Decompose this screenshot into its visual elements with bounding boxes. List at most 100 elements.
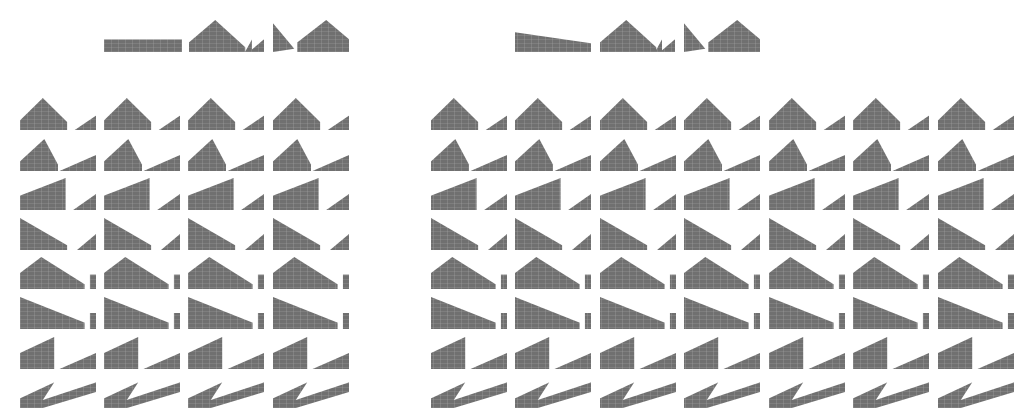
header-left-glyph-2-a — [189, 20, 246, 52]
right-glyph-r6-c3-b — [669, 313, 676, 329]
left-glyph-r7-c2-b — [143, 353, 180, 369]
left-glyph-r3-c4-b — [326, 194, 349, 210]
left-glyph-r4-c3-b — [245, 234, 264, 250]
header-right-glyph-4-a — [684, 23, 706, 52]
right-glyph-r3-c3-b — [653, 194, 676, 210]
header-right-glyph-2-a — [600, 20, 657, 52]
left-glyph-r6-c1-b — [89, 313, 96, 329]
right-glyph-r1-c6-b — [907, 115, 929, 130]
right-glyph-r6-c7-a — [938, 297, 1003, 329]
left-glyph-r4-c4-a — [273, 218, 321, 250]
left-glyph-r7-c3-a — [188, 337, 223, 369]
header-right-glyph-3 — [655, 39, 662, 52]
right-glyph-r4-c7-b — [995, 234, 1014, 250]
left-glyph-r1-c2-a — [104, 98, 152, 130]
right-glyph-r8-c1-a — [431, 382, 507, 408]
left-glyph-r7-c4-b — [312, 353, 349, 369]
right-glyph-r6-c3-a — [600, 297, 665, 329]
left-glyph-r1-c4-b — [327, 115, 349, 130]
left-glyph-r8-c3-a — [188, 382, 264, 408]
left-glyph-r1-c3-a — [188, 98, 236, 130]
right-glyph-r5-c2-a — [515, 257, 580, 289]
right-glyph-r1-c4-a — [684, 98, 732, 130]
right-glyph-r7-c4-b — [723, 353, 760, 369]
left-glyph-r4-c1-b — [77, 234, 96, 250]
header-left-glyphs — [104, 20, 349, 52]
right-glyph-r2-c5-b — [808, 155, 845, 171]
right-glyph-r2-c3-a — [600, 139, 638, 171]
right-glyph-r1-c7-b — [992, 115, 1014, 130]
left-glyph-grid — [20, 98, 349, 408]
right-glyph-r3-c2-a — [515, 178, 561, 210]
left-glyph-r6-c4-b — [342, 313, 349, 329]
right-glyph-r3-c7-b — [991, 194, 1014, 210]
right-glyph-r1-c6-a — [853, 98, 901, 130]
right-glyph-r5-c5-a — [769, 257, 834, 289]
header-left-glyph-2-b — [249, 39, 264, 52]
right-glyph-r6-c4-a — [684, 297, 749, 329]
right-glyph-r6-c2-a — [515, 297, 580, 329]
right-glyph-r4-c7-a — [938, 218, 986, 250]
right-glyph-r5-c4-a — [684, 257, 749, 289]
left-glyph-r6-c3-b — [257, 313, 264, 329]
right-glyph-r4-c1-b — [488, 234, 507, 250]
right-glyph-r5-c7-b — [1007, 274, 1014, 289]
left-glyph-r5-c4-b — [342, 274, 349, 289]
right-glyph-r3-c5-b — [822, 194, 845, 210]
right-glyph-r1-c7-a — [938, 98, 986, 130]
right-glyph-r2-c3-b — [639, 155, 676, 171]
right-glyph-r5-c3-a — [600, 257, 665, 289]
right-glyph-r8-c7-a — [938, 382, 1014, 408]
header-right-glyph-1 — [515, 32, 591, 52]
left-glyph-r8-c4-a — [273, 382, 349, 408]
right-glyph-r4-c2-b — [572, 234, 591, 250]
right-glyph-r4-c4-b — [741, 234, 760, 250]
left-glyph-r6-c3-a — [188, 297, 253, 329]
right-glyph-r7-c1-b — [470, 353, 507, 369]
left-glyph-r3-c3-b — [241, 194, 264, 210]
right-glyph-r6-c1-a — [431, 297, 496, 329]
right-glyph-r5-c1-a — [431, 257, 496, 289]
left-glyph-r7-c2-a — [104, 337, 139, 369]
right-glyph-r1-c2-b — [569, 115, 591, 130]
header-left-glyph-4-b — [297, 20, 349, 52]
right-glyph-r6-c5-b — [838, 313, 845, 329]
right-glyph-r6-c1-b — [500, 313, 507, 329]
left-glyph-r5-c1-a — [20, 257, 85, 289]
left-glyph-r1-c2-b — [158, 115, 180, 130]
left-glyph-r1-c4-a — [273, 98, 321, 130]
left-glyph-r7-c4-a — [273, 337, 308, 369]
right-glyph-r6-c6-b — [922, 313, 929, 329]
left-glyph-r3-c2-b — [157, 194, 180, 210]
right-glyph-r1-c1-b — [485, 115, 507, 130]
right-glyph-r3-c4-b — [737, 194, 760, 210]
right-glyph-r7-c3-b — [639, 353, 676, 369]
right-glyph-r3-c1-a — [431, 178, 477, 210]
left-glyph-r1-c1-b — [74, 115, 96, 130]
left-glyph-r1-c3-b — [242, 115, 264, 130]
right-glyph-r8-c6-a — [853, 382, 929, 408]
right-glyph-r2-c1-b — [470, 155, 507, 171]
left-glyph-r7-c1-a — [20, 337, 55, 369]
right-glyph-grid — [431, 98, 1014, 408]
left-glyph-r4-c4-b — [330, 234, 349, 250]
right-glyph-r1-c3-b — [654, 115, 676, 130]
right-glyph-r1-c4-b — [738, 115, 760, 130]
left-glyph-r3-c1-b — [73, 194, 96, 210]
right-glyph-r5-c7-a — [938, 257, 1003, 289]
right-glyph-r2-c4-b — [723, 155, 760, 171]
left-glyph-r3-c2-a — [104, 178, 150, 210]
right-glyph-r7-c2-a — [515, 337, 550, 369]
left-glyph-r6-c2-a — [104, 297, 169, 329]
left-glyph-r1-c1-a — [20, 98, 68, 130]
right-glyph-r6-c2-b — [584, 313, 591, 329]
left-glyph-r4-c2-a — [104, 218, 152, 250]
right-glyph-r2-c6-a — [853, 139, 891, 171]
left-glyph-r4-c2-b — [161, 234, 180, 250]
right-glyph-r3-c7-a — [938, 178, 984, 210]
right-glyph-r2-c7-a — [938, 139, 976, 171]
right-glyph-r6-c5-a — [769, 297, 834, 329]
right-glyph-r7-c4-a — [684, 337, 719, 369]
right-glyph-r2-c6-b — [892, 155, 929, 171]
right-glyph-r8-c4-a — [684, 382, 760, 408]
